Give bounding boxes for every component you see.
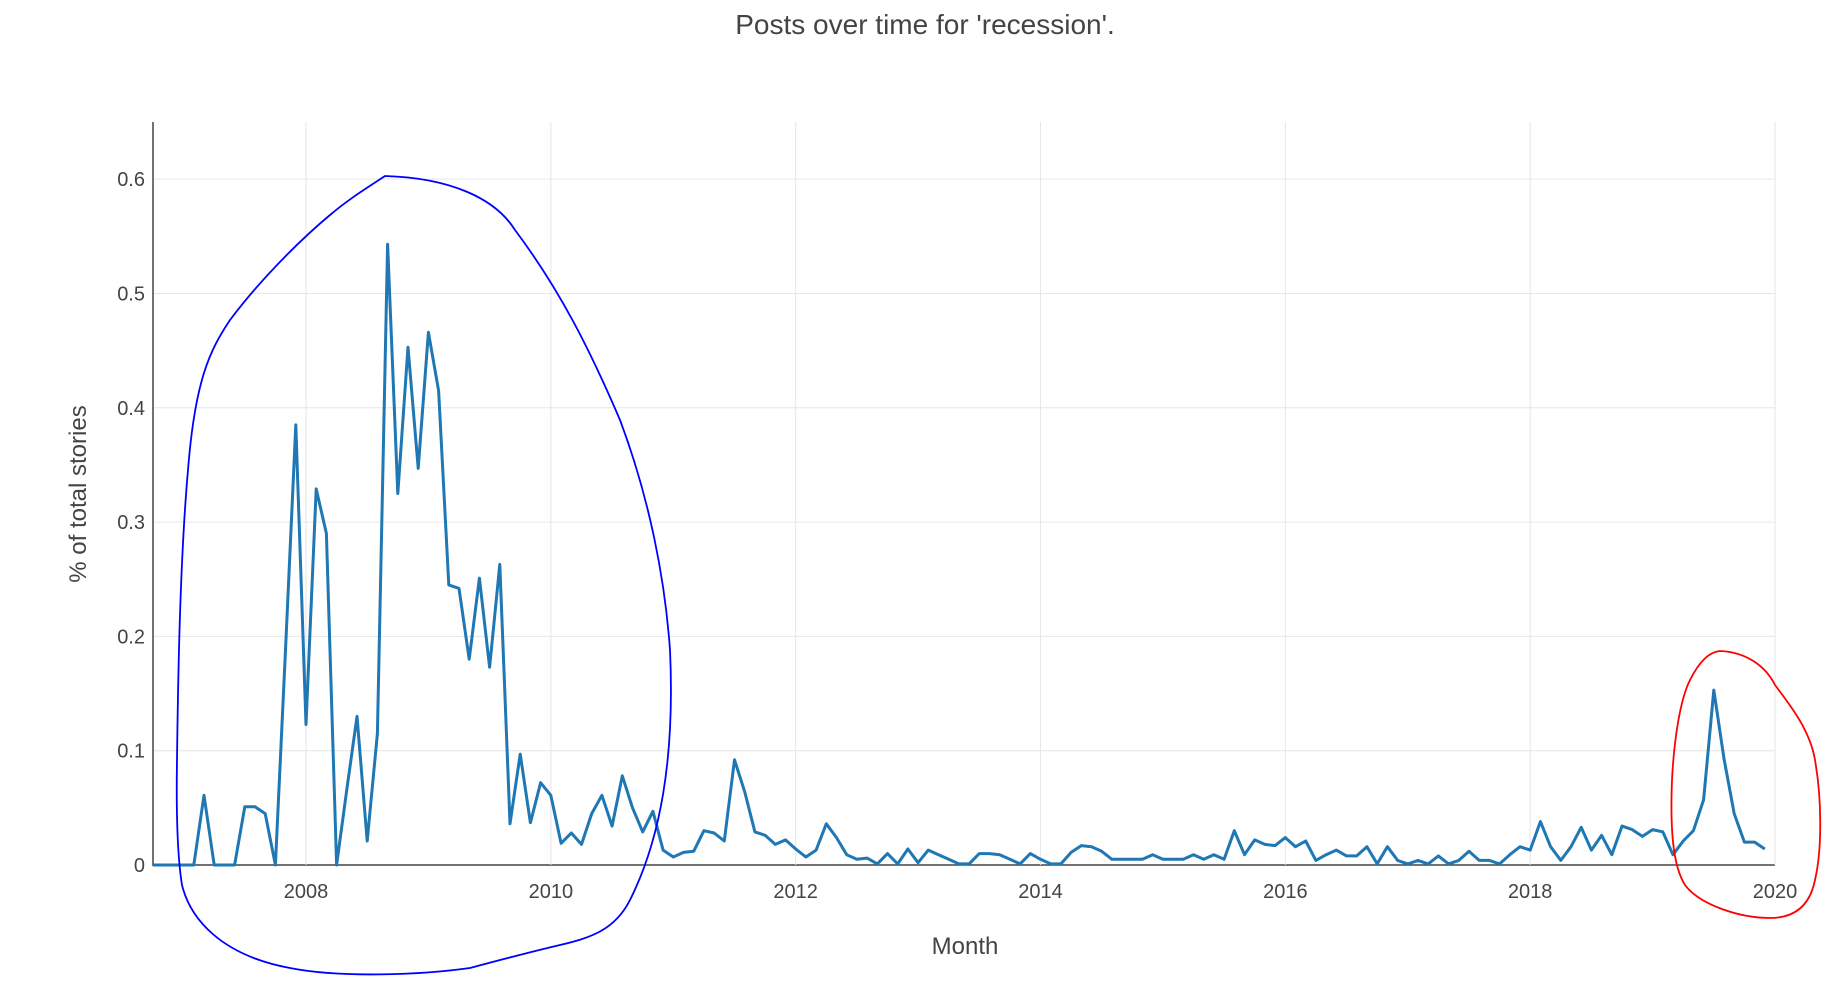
x-tick-label: 2012 [773,881,818,903]
y-tick-labels: 0 0.1 0.2 0.3 0.4 0.5 0.6 [117,169,145,877]
x-tick-label: 2016 [1263,881,1308,903]
y-tick-label: 0.3 [117,512,145,534]
x-tick-label: 2010 [529,881,574,903]
x-tick-labels: 2008 2010 2012 2014 2016 2018 2020 [284,881,1797,903]
annotations [175,175,1822,976]
y-tick-label: 0.4 [117,398,145,420]
chart-title: Posts over time for 'recession'. [735,9,1115,40]
y-tick-label: 0.6 [117,169,145,191]
red-highlight-ellipse [1670,650,1822,919]
blue-highlight-ellipse [175,175,672,976]
y-axis-title: % of total stories [65,405,92,582]
y-tick-label: 0.1 [117,741,145,763]
y-tick-label: 0 [134,855,145,877]
x-tick-label: 2008 [284,881,329,903]
x-tick-label: 2018 [1508,881,1553,903]
x-tick-label: 2020 [1753,881,1798,903]
y-tick-label: 0.5 [117,283,145,305]
x-tick-label: 2014 [1018,881,1063,903]
series-lines [153,242,1766,867]
gridlines [153,122,1776,866]
series-line [153,242,1766,867]
y-tick-label: 0.2 [117,626,145,648]
x-axis-title: Month [932,933,999,960]
